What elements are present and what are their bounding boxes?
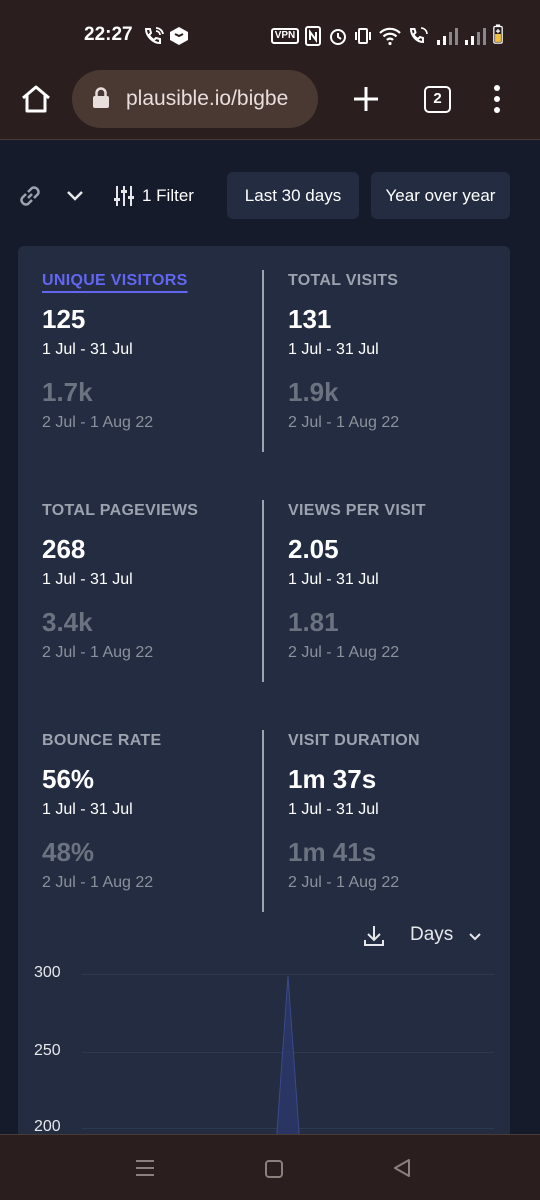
chevron-down-icon[interactable] <box>468 932 482 942</box>
nfc-icon <box>305 26 321 46</box>
metric-value: 125 <box>42 304 86 334</box>
metric-value: 56% <box>42 764 95 794</box>
recent-apps-icon[interactable] <box>135 1159 155 1177</box>
dashboard-controls: 1 Filter Last 30 days Year over year <box>0 172 540 220</box>
home-nav-icon[interactable] <box>264 1159 284 1179</box>
metric-compare-range: 2 Jul - 1 Aug 22 <box>42 644 154 661</box>
metric-compare-value: 1.9k <box>288 377 339 407</box>
interval-picker[interactable]: Days <box>410 924 454 945</box>
chart-y-tick: 200 <box>34 1118 61 1135</box>
metric-label: UNIQUE VISITORS <box>42 272 188 289</box>
alarm-icon <box>330 29 346 45</box>
metric-label: VISIT DURATION <box>288 732 420 749</box>
lock-icon <box>93 87 109 108</box>
system-nav-bar <box>0 1134 540 1200</box>
signal-icon <box>437 28 458 45</box>
metric-unique-visitors[interactable]: UNIQUE VISITORS 125 1 Jul - 31 Jul 1.7k … <box>42 272 262 432</box>
link-icon[interactable] <box>16 182 44 210</box>
address-bar[interactable]: plausible.io/bigbe <box>72 70 318 128</box>
metric-compare-range: 2 Jul - 1 Aug 22 <box>288 874 400 891</box>
metric-compare-range: 2 Jul - 1 Aug 22 <box>288 644 400 661</box>
metric-label: VIEWS PER VISIT <box>288 502 426 519</box>
filter-sliders-icon[interactable] <box>113 184 135 208</box>
metric-label: TOTAL PAGEVIEWS <box>42 502 199 519</box>
metric-label: TOTAL VISITS <box>288 272 399 289</box>
metric-compare-value: 1.81 <box>288 607 339 637</box>
comparison-mode-button[interactable]: Year over year <box>371 172 510 219</box>
more-options-icon[interactable] <box>490 84 504 114</box>
battery-icon <box>493 24 503 44</box>
tab-switcher-button[interactable]: 2 <box>424 86 451 113</box>
new-tab-icon[interactable] <box>353 86 379 112</box>
vibrate-icon <box>355 28 371 44</box>
url-text: plausible.io/bigbe <box>126 87 289 110</box>
back-icon[interactable] <box>393 1158 411 1178</box>
period-picker-button[interactable]: Last 30 days <box>227 172 359 219</box>
chevron-down-icon[interactable] <box>66 190 84 202</box>
signal-icon <box>465 28 486 45</box>
download-icon[interactable] <box>362 924 386 948</box>
metric-compare-range: 2 Jul - 1 Aug 22 <box>42 414 154 431</box>
metric-range: 1 Jul - 31 Jul <box>42 571 133 588</box>
home-icon[interactable] <box>20 84 52 114</box>
metric-range: 1 Jul - 31 Jul <box>288 341 379 358</box>
metric-value: 268 <box>42 534 86 564</box>
metric-value: 1m 37s <box>288 764 377 794</box>
filter-button[interactable]: 1 Filter <box>142 186 194 205</box>
metric-views-per-visit[interactable]: VIEWS PER VISIT 2.05 1 Jul - 31 Jul 1.81… <box>288 502 508 662</box>
metric-bounce-rate[interactable]: BOUNCE RATE 56% 1 Jul - 31 Jul 48% 2 Jul… <box>42 732 262 892</box>
visitors-graph[interactable] <box>18 946 510 1146</box>
status-time: 22:27 <box>84 24 133 45</box>
metric-compare-value: 1.7k <box>42 377 93 407</box>
metric-compare-range: 2 Jul - 1 Aug 22 <box>42 874 154 891</box>
metric-divider <box>262 500 264 682</box>
browser-toolbar: plausible.io/bigbe 2 <box>0 70 540 140</box>
status-bar: 22:27 VPN <box>0 0 540 70</box>
metric-compare-value: 1m 41s <box>288 837 377 867</box>
wifi-call-icon <box>144 27 164 45</box>
top-stats-card: UNIQUE VISITORS 125 1 Jul - 31 Jul 1.7k … <box>18 246 510 1146</box>
chart-y-tick: 250 <box>34 1042 61 1059</box>
metric-range: 1 Jul - 31 Jul <box>288 571 379 588</box>
metric-compare-value: 48% <box>42 837 95 867</box>
chart-y-tick: 300 <box>34 964 61 981</box>
metric-compare-range: 2 Jul - 1 Aug 22 <box>288 414 400 431</box>
chart-gridline <box>82 974 494 975</box>
wifi-icon <box>379 27 401 46</box>
metric-divider <box>262 270 264 452</box>
vpn-icon: VPN <box>271 28 299 44</box>
metric-range: 1 Jul - 31 Jul <box>288 801 379 818</box>
call-signal-icon <box>409 27 428 44</box>
metric-range: 1 Jul - 31 Jul <box>42 341 133 358</box>
metric-total-visits[interactable]: TOTAL VISITS 131 1 Jul - 31 Jul 1.9k 2 J… <box>288 272 508 432</box>
metric-total-pageviews[interactable]: TOTAL PAGEVIEWS 268 1 Jul - 31 Jul 3.4k … <box>42 502 262 662</box>
metric-compare-value: 3.4k <box>42 607 93 637</box>
app-notification-icon <box>170 27 188 45</box>
metric-visit-duration[interactable]: VISIT DURATION 1m 37s 1 Jul - 31 Jul 1m … <box>288 732 508 892</box>
metric-label: BOUNCE RATE <box>42 732 162 749</box>
metric-range: 1 Jul - 31 Jul <box>42 801 133 818</box>
metric-divider <box>262 730 264 912</box>
metric-value: 131 <box>288 304 332 334</box>
metric-value: 2.05 <box>288 534 339 564</box>
